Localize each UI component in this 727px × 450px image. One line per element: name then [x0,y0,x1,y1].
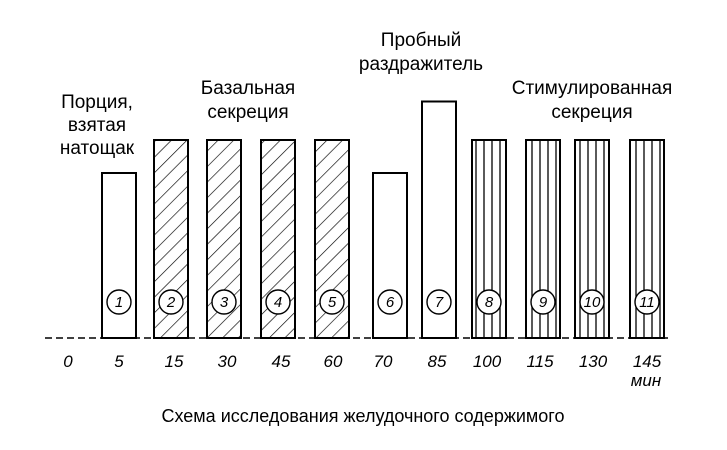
annotation-test-line-2: раздражитель [359,54,483,75]
tick-label-145: 145 [633,352,662,371]
portion-number-circle-1 [106,289,132,315]
portion-number-6: 6 [386,294,395,311]
portion-number-4: 4 [274,294,282,311]
tick-label-100: 100 [473,352,502,371]
tick-label-15: 15 [165,352,184,371]
portion-number-circle-6 [377,289,403,315]
portion-number-3: 3 [220,294,229,311]
annotation-basal-line-1: Базальная [201,78,295,99]
portion-number-11: 11 [639,294,655,311]
tick-label-5: 5 [114,352,124,371]
tick-label-130: 130 [579,352,608,371]
portion-number-circle-7 [426,289,452,315]
portion-number-circle-9 [530,289,556,315]
portion-number-circle-3 [211,289,237,315]
portion-number-circle-8 [476,289,502,315]
portion-number-7: 7 [435,294,444,311]
annotation-fasting-line-1: Порция, [61,92,133,113]
annotation-fasting-line-3: натощак [60,138,135,159]
tick-label-0: 0 [63,352,73,371]
tick-label-70: 70 [374,352,393,371]
portion-number-5: 5 [328,294,337,311]
tick-label-115: 115 [526,352,554,371]
portion-number-1: 1 [115,294,123,311]
axis-unit-label: мин [631,371,662,390]
portion-number-circle-4 [265,289,291,315]
portion-number-9: 9 [539,294,548,311]
annotation-test-line-1: Пробный [381,30,461,51]
annotation-stimulated-line-1: Стимулированная [512,78,673,99]
annotation-stimulated-line-2: секреция [551,102,632,123]
tick-label-85: 85 [428,352,447,371]
portion-number-8: 8 [485,294,494,311]
portion-number-circle-5 [319,289,345,315]
tick-label-60: 60 [324,352,343,371]
tick-label-30: 30 [218,352,237,371]
tick-label-45: 45 [272,352,291,371]
portion-number-circle-11 [634,289,660,315]
annotation-fasting-line-2: взятая [68,115,126,136]
portion-number-circle-10 [579,289,605,315]
portion-number-circle-2 [158,289,184,315]
portion-number-10: 10 [584,294,601,311]
annotation-basal-line-2: секреция [207,102,288,123]
portion-number-2: 2 [166,294,176,311]
figure-caption: Схема исследования желудочного содержимо… [162,406,565,426]
